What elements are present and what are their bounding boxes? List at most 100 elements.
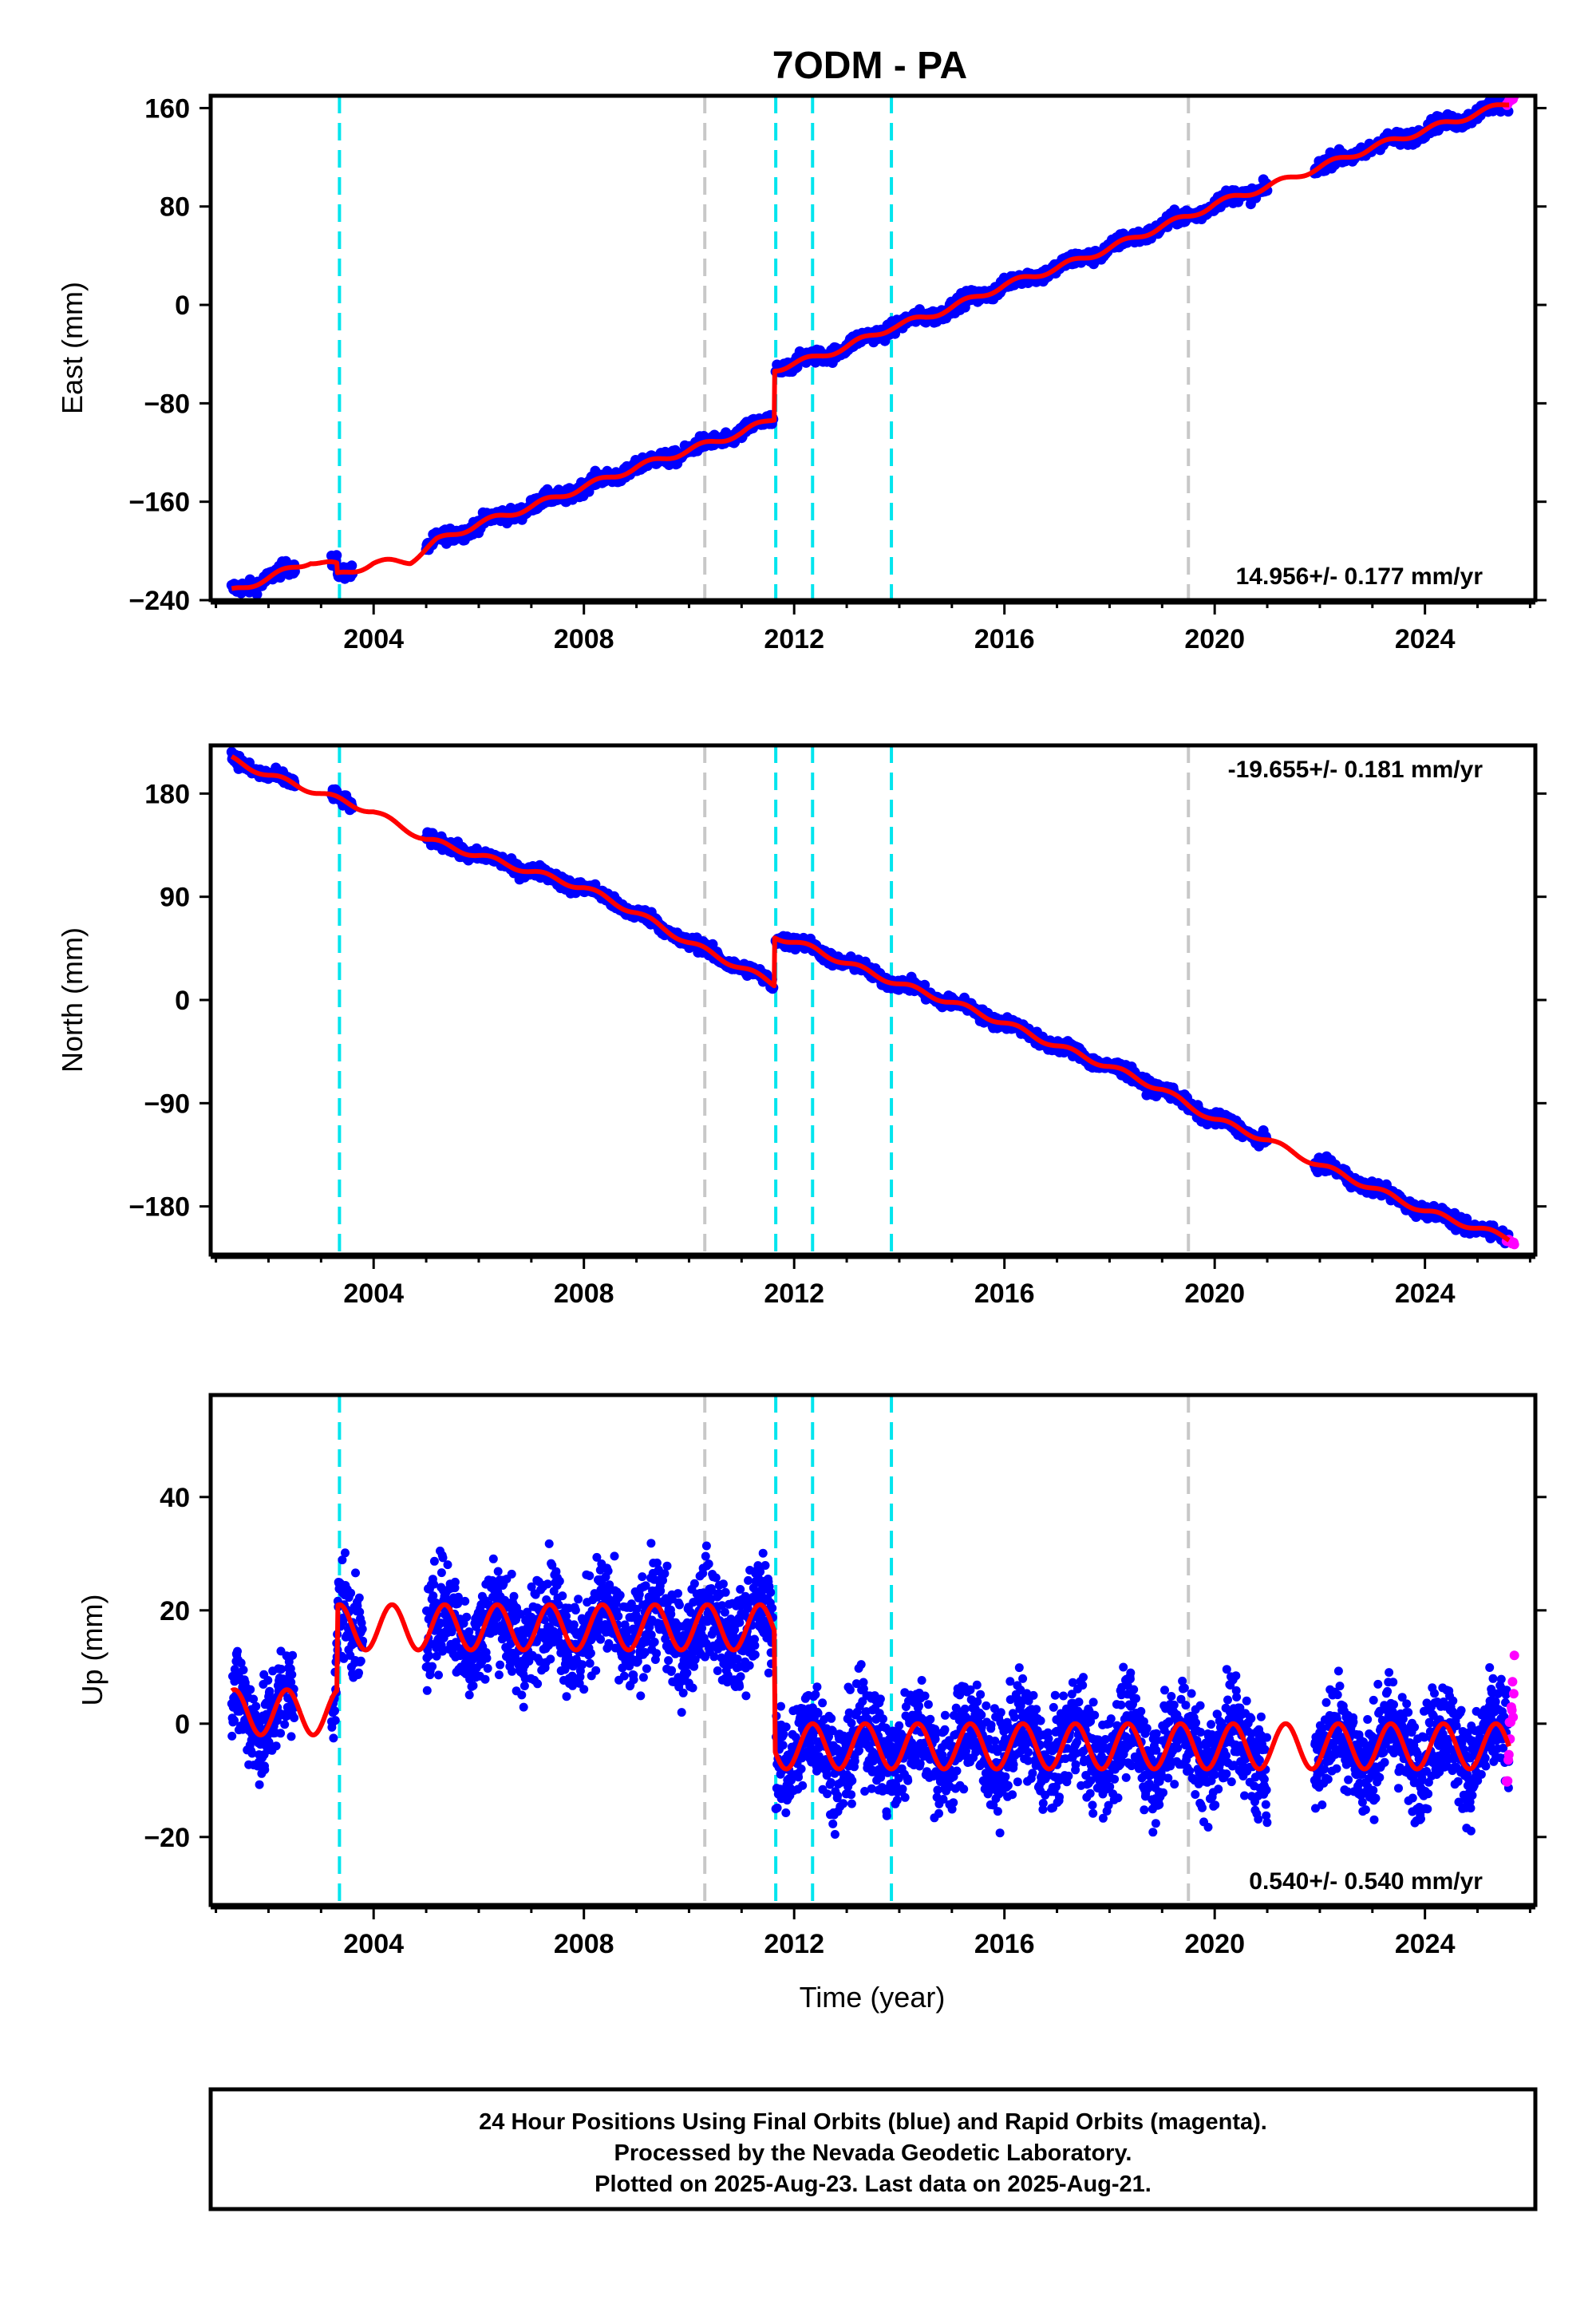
data-point (662, 1561, 672, 1571)
x-tick-label: 2004 (343, 624, 404, 654)
data-point (233, 1646, 242, 1656)
data-point (443, 1560, 452, 1570)
data-point (271, 1741, 281, 1751)
x-tick-label: 2020 (1184, 624, 1245, 654)
data-point (517, 1690, 527, 1700)
data-point (638, 1572, 647, 1582)
y-tick-label: 90 (160, 883, 190, 913)
data-point (544, 1539, 554, 1548)
data-point (585, 1658, 595, 1668)
data-point (660, 1569, 670, 1579)
data-point (434, 1670, 443, 1680)
data-point (290, 1713, 299, 1722)
data-point (546, 1654, 555, 1664)
x-tick-label: 2004 (343, 1279, 404, 1309)
data-point (239, 1666, 248, 1674)
data-point (287, 1670, 297, 1679)
data-point (603, 1567, 613, 1575)
data-point (675, 1600, 684, 1610)
final-orbit-points (226, 746, 1515, 1249)
data-point (652, 1649, 662, 1658)
chart-title: 7ODM - PA (772, 45, 967, 87)
rate-label: 14.956+/- 0.177 mm/yr (1236, 563, 1483, 590)
rapid-data-point (1509, 1239, 1519, 1250)
x-tick-label: 2008 (554, 1279, 614, 1309)
rate-label: -19.655+/- 0.181 mm/yr (1228, 757, 1483, 783)
data-point (650, 1638, 659, 1646)
y-tick-label: 0 (175, 290, 190, 321)
data-point (507, 1569, 516, 1579)
data-point (667, 1666, 677, 1675)
y-tick-label: −90 (144, 1089, 190, 1119)
data-point (488, 1554, 498, 1563)
plot-frame (208, 93, 1538, 603)
data-point (450, 1577, 460, 1587)
data-point (720, 1607, 729, 1617)
data-point (251, 589, 263, 600)
x-tick-label: 2012 (764, 1279, 824, 1309)
data-point (579, 1685, 589, 1694)
data-point (330, 1716, 340, 1725)
data-point (509, 1591, 519, 1601)
data-point (642, 1664, 651, 1674)
data-point (533, 1679, 543, 1689)
data-point (468, 1681, 478, 1690)
final-orbit-points (227, 1539, 1514, 1839)
data-point (494, 1670, 504, 1680)
data-point (354, 1668, 363, 1678)
y-tick-label: 160 (144, 93, 190, 124)
data-point (288, 1650, 298, 1660)
data-point (422, 1686, 432, 1695)
y-tick-label: −80 (144, 389, 190, 419)
data-point (704, 1559, 713, 1569)
data-point (591, 1666, 601, 1675)
y-tick-label: −180 (128, 1192, 190, 1223)
data-point (508, 1666, 517, 1676)
data-point (480, 1674, 490, 1684)
plot-area (226, 96, 1519, 600)
y-tick-label: −240 (128, 586, 190, 616)
data-point (227, 1731, 237, 1741)
data-point (596, 1634, 606, 1644)
y-tick-label: 0 (175, 986, 190, 1016)
data-point (578, 1660, 587, 1670)
data-point (615, 1591, 625, 1600)
y-axis-label: East (mm) (56, 282, 89, 414)
data-point (688, 1683, 697, 1693)
data-point (276, 1729, 286, 1738)
data-point (483, 1664, 492, 1673)
x-tick-label: 2020 (1184, 1279, 1245, 1309)
data-point (629, 1675, 638, 1685)
data-point (711, 1573, 721, 1583)
data-point (429, 1556, 439, 1566)
data-point (482, 1654, 492, 1663)
data-point (701, 1541, 711, 1551)
data-point (346, 1588, 356, 1598)
x-tick-label: 2008 (554, 624, 614, 654)
data-point (437, 1568, 446, 1578)
y-tick-label: −160 (128, 488, 190, 518)
data-point (666, 1610, 676, 1619)
x-tick-label: 2016 (974, 624, 1035, 654)
data-point (330, 1706, 339, 1716)
plot-area (227, 1395, 1519, 1905)
data-point (638, 1673, 648, 1682)
data-point (346, 560, 358, 571)
data-point (543, 1579, 552, 1589)
data-point (425, 1651, 434, 1661)
data-point (493, 1567, 503, 1576)
data-point (701, 1551, 710, 1561)
data-point (255, 1780, 264, 1789)
data-point (713, 1666, 722, 1675)
data-point (558, 1591, 567, 1601)
data-point (682, 1668, 692, 1678)
data-point (610, 1551, 619, 1561)
data-point (460, 1596, 470, 1606)
data-point (462, 1612, 472, 1622)
data-point (571, 1606, 580, 1614)
data-point (263, 1676, 273, 1685)
data-point (721, 1587, 730, 1597)
data-point (619, 1671, 629, 1681)
